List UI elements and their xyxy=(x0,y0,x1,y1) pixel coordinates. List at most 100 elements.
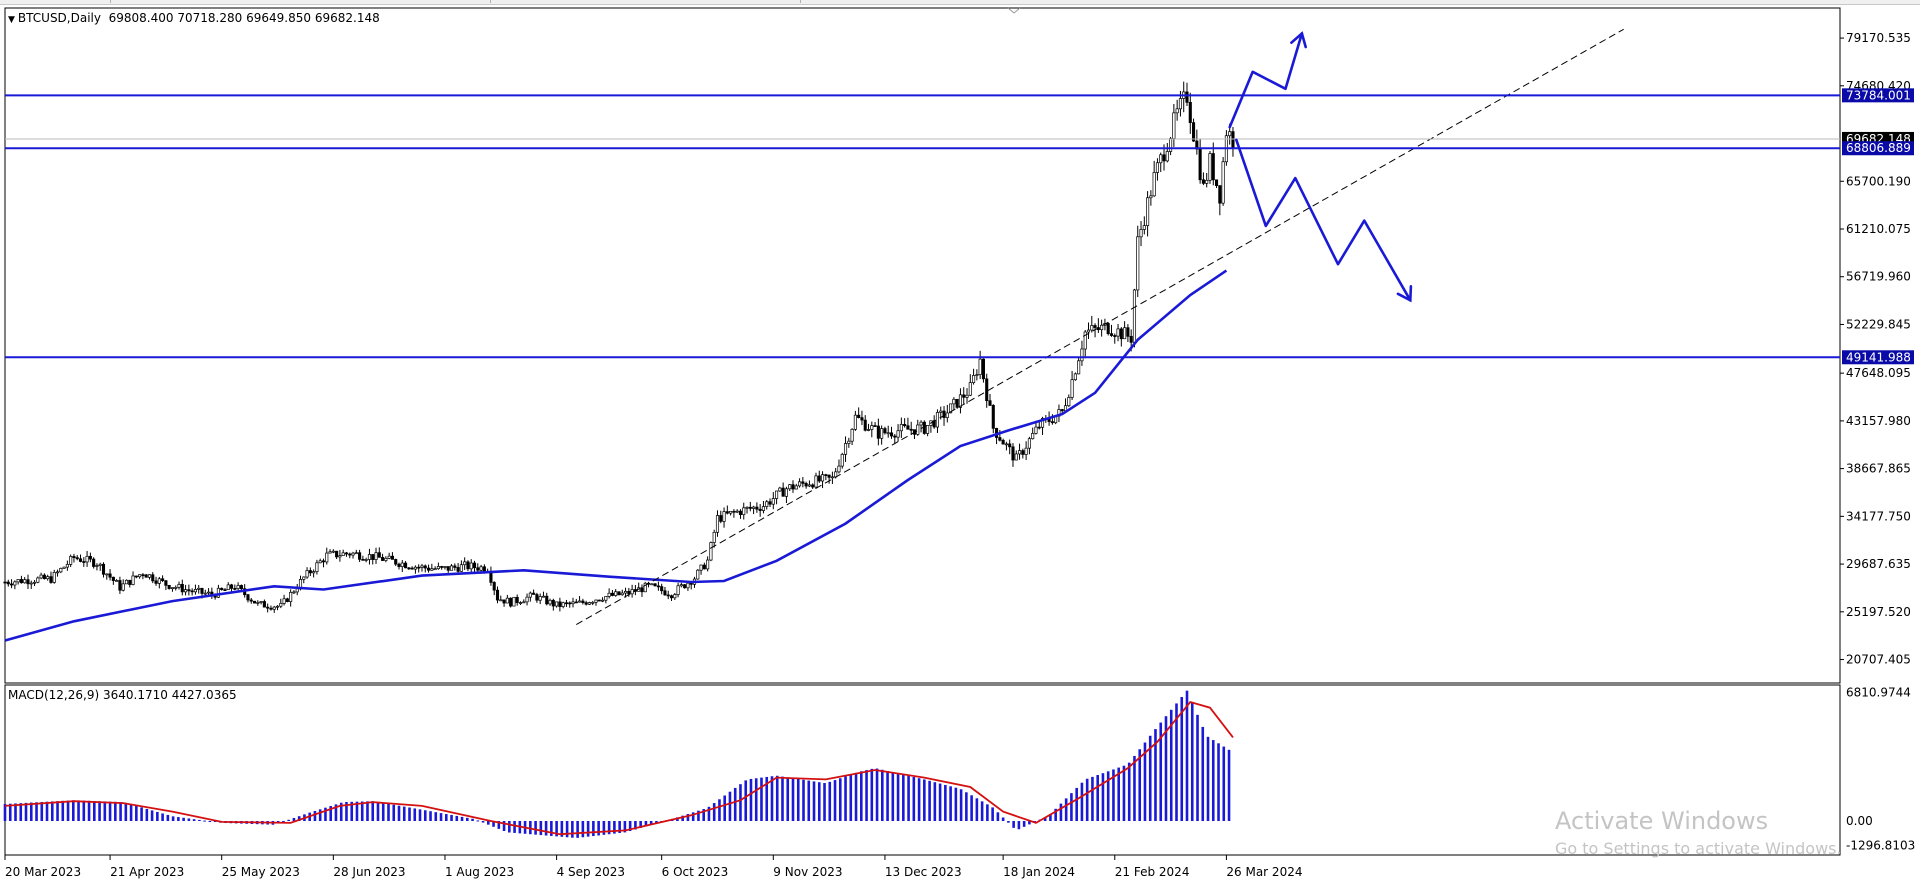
candle xyxy=(709,541,713,562)
candle-body xyxy=(177,584,181,588)
candle-body xyxy=(295,588,299,593)
candle xyxy=(236,582,240,591)
candle xyxy=(863,415,867,432)
macd-histogram-bar xyxy=(539,821,543,836)
macd-histogram-bar xyxy=(203,820,206,822)
macd-histogram-bar xyxy=(965,792,968,821)
candle xyxy=(1057,404,1061,423)
macd-histogram-bar xyxy=(1043,817,1047,821)
candle-body xyxy=(1129,335,1133,343)
candle-body xyxy=(476,567,480,571)
level-price-badge-bg xyxy=(1842,88,1914,103)
candle xyxy=(548,598,552,606)
candle-body xyxy=(29,582,33,585)
candle-body xyxy=(528,592,532,598)
candle-body xyxy=(69,556,73,565)
candle-body xyxy=(193,589,197,593)
symbol-label: BTCUSD,Daily xyxy=(17,11,101,25)
candle-body xyxy=(469,562,473,570)
macd-histogram-bar xyxy=(891,772,895,821)
chart-tab[interactable] xyxy=(490,0,801,3)
candle xyxy=(935,409,940,434)
candle xyxy=(1208,151,1212,184)
x-tick-label: 9 Nov 2023 xyxy=(773,865,842,879)
candle-body xyxy=(32,581,37,584)
candle xyxy=(42,573,46,580)
macd-histogram-bar xyxy=(980,801,984,821)
candle-body xyxy=(118,580,122,591)
symbol-header[interactable]: ▼ BTCUSD,Daily 69808.400 70718.280 69649.… xyxy=(8,11,380,25)
macd-histogram-bar xyxy=(1012,821,1015,828)
macd-histogram-bar xyxy=(649,821,653,825)
candle xyxy=(377,547,381,558)
candle-body xyxy=(1126,327,1130,337)
candle-body xyxy=(745,506,749,509)
candle-body xyxy=(791,484,795,490)
candle-body xyxy=(13,581,17,586)
candle-body xyxy=(1113,335,1117,337)
candle xyxy=(387,552,391,560)
macd-histogram-bar xyxy=(1222,746,1226,821)
candle xyxy=(193,584,197,595)
candle-body xyxy=(259,601,263,603)
candle xyxy=(463,557,467,570)
candle-body xyxy=(423,565,427,569)
candle xyxy=(315,559,319,575)
candle xyxy=(745,506,749,514)
chart-tab-strip[interactable] xyxy=(0,0,1920,5)
candle-body xyxy=(561,602,565,607)
chart-tab[interactable] xyxy=(110,0,491,3)
candle-body xyxy=(308,570,312,574)
macd-histogram-bar xyxy=(171,816,175,821)
candle xyxy=(187,584,191,596)
candle xyxy=(443,566,447,570)
candle xyxy=(581,598,585,605)
candle-body xyxy=(16,579,20,583)
candle-body xyxy=(190,590,194,593)
candle-body xyxy=(75,557,79,560)
macd-histogram-bar xyxy=(376,802,380,821)
candle-body xyxy=(233,588,237,590)
candle xyxy=(650,583,654,586)
macd-histogram-bar xyxy=(108,801,112,821)
candle xyxy=(551,598,555,611)
candle xyxy=(696,569,700,580)
candle xyxy=(331,549,335,554)
candle xyxy=(630,584,634,598)
macd-histogram-bar xyxy=(1154,729,1157,821)
candle xyxy=(532,589,536,595)
candle xyxy=(49,571,53,584)
arrow-down-drawing xyxy=(1235,138,1412,302)
candle-body xyxy=(397,563,401,567)
horizontal-levels xyxy=(5,94,1840,359)
macd-histogram-bar xyxy=(728,791,732,821)
candle-body xyxy=(49,576,53,583)
candle xyxy=(223,588,227,592)
candle xyxy=(758,503,762,517)
candle xyxy=(252,600,257,604)
candle-body xyxy=(1014,453,1018,461)
candle xyxy=(23,577,27,584)
candle-body xyxy=(548,599,552,605)
candle xyxy=(1188,92,1192,134)
candle xyxy=(285,597,289,603)
chart-tab[interactable] xyxy=(0,0,111,3)
candle xyxy=(52,569,56,584)
candle xyxy=(945,404,949,423)
candle xyxy=(384,556,388,563)
candle xyxy=(1139,221,1143,247)
candle xyxy=(348,552,352,559)
candle xyxy=(558,597,562,612)
collapse-triangle-icon[interactable]: ▼ xyxy=(8,15,15,25)
candle xyxy=(1001,438,1005,445)
candle-body xyxy=(19,579,23,584)
candle xyxy=(230,583,234,592)
candle-body xyxy=(381,557,385,561)
macd-histogram-bar xyxy=(881,769,884,821)
activate-windows-watermark: Activate Windows Go to Settings to activ… xyxy=(1555,807,1842,858)
macd-histogram-bar xyxy=(371,801,375,821)
candle xyxy=(440,565,444,570)
candle-body xyxy=(161,578,165,581)
candle-body xyxy=(532,592,536,595)
